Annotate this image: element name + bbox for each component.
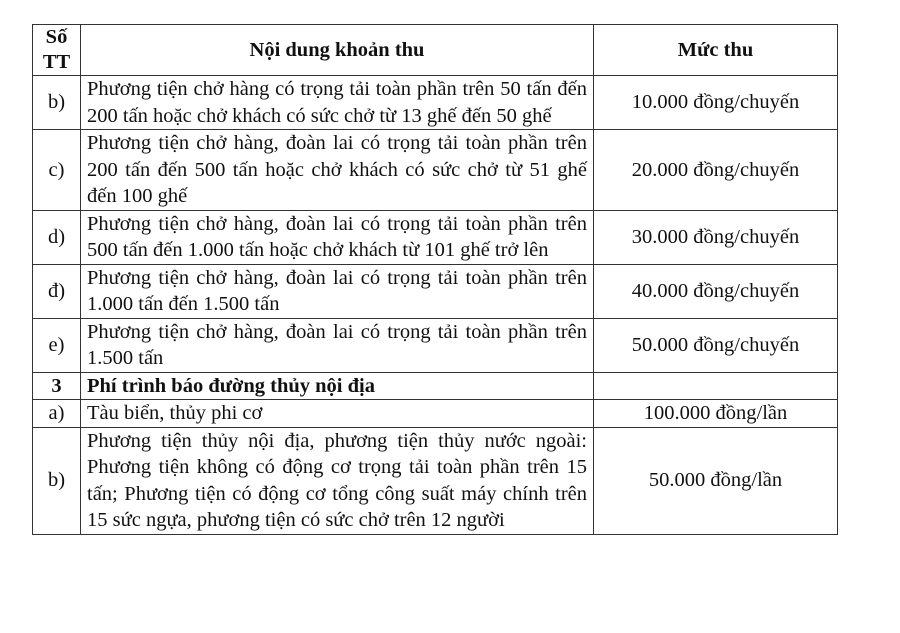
row-fee: 30.000 đồng/chuyến: [593, 209, 838, 265]
table-row: e) Phương tiện chở hàng, đoàn lai có trọn…: [32, 317, 838, 373]
table-row: đ) Phương tiện chở hàng, đoàn lai có trọn…: [32, 263, 838, 319]
row-content: Phương tiện thủy nội địa, phương tiện th…: [80, 426, 594, 535]
header-fee: Mức thu: [593, 24, 838, 76]
table-row: b) Phương tiện chở hàng có trọng tải toàn…: [32, 75, 838, 130]
row-number: a): [32, 399, 81, 428]
header-no-line: Số: [45, 26, 68, 48]
row-number: b): [32, 75, 81, 130]
row-number: 3: [32, 371, 81, 400]
table-row: b) Phương tiện thủy nội địa, phương tiện …: [32, 426, 838, 535]
row-content: Phương tiện chở hàng, đoàn lai có trọng …: [80, 263, 594, 319]
row-content: Phương tiện chở hàng, đoàn lai có trọng …: [80, 209, 594, 265]
row-fee: 50.000 đồng/chuyến: [593, 317, 838, 373]
row-fee: 10.000 đồng/chuyến: [593, 75, 838, 130]
table-row: c) Phương tiện chở hàng, đoàn lai có trọn…: [32, 129, 838, 211]
row-fee: [593, 371, 838, 400]
row-fee: 50.000 đồng/lần: [593, 426, 838, 535]
section-row: 3 Phí trình báo đường thủy nội địa: [32, 371, 838, 400]
table-row: d) Phương tiện chở hàng, đoàn lai có trọn…: [32, 209, 838, 265]
row-fee: 40.000 đồng/chuyến: [593, 263, 838, 319]
row-number: e): [32, 317, 81, 373]
row-fee: 20.000 đồng/chuyến: [593, 129, 838, 211]
row-number: c): [32, 129, 81, 211]
row-content: Phương tiện chở hàng, đoàn lai có trọng …: [80, 129, 594, 211]
row-content: Phí trình báo đường thủy nội địa: [80, 371, 594, 400]
table-row: a) Tàu biển, thủy phi cơ 100.000 đồng/lần: [32, 399, 838, 428]
header-no-line: TT: [42, 51, 71, 73]
row-content: Tàu biển, thủy phi cơ: [80, 399, 594, 428]
row-number: b): [32, 426, 81, 535]
header-content: Nội dung khoản thu: [80, 24, 594, 76]
row-number: d): [32, 209, 81, 265]
table-header-row: Số TT Nội dung khoản thu Mức thu: [32, 24, 838, 76]
row-content: Phương tiện chở hàng, đoàn lai có trọng …: [80, 317, 594, 373]
row-number: đ): [32, 263, 81, 319]
row-fee: 100.000 đồng/lần: [593, 399, 838, 428]
row-content: Phương tiện chở hàng có trọng tải toàn p…: [80, 75, 594, 130]
fee-table: Số TT Nội dung khoản thu Mức thu b) Phương…: [32, 24, 838, 535]
header-no: Số TT: [32, 24, 81, 76]
